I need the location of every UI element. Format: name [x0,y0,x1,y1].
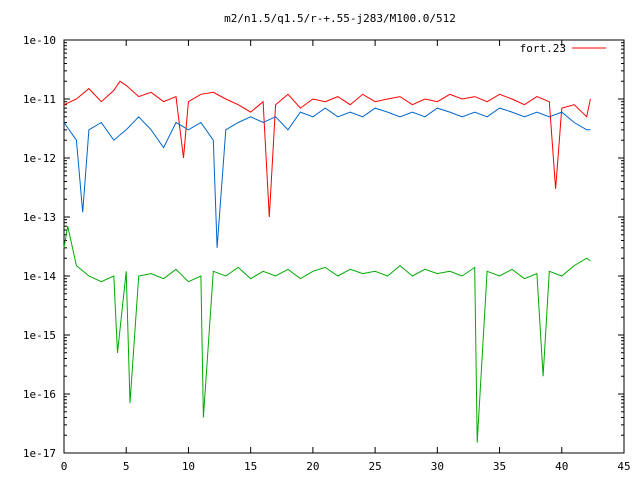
x-tick-label: 15 [244,460,257,473]
legend-label-fort23: fort.23 [520,42,566,55]
y-tick-label: 1e-16 [23,388,56,401]
x-tick-label: 40 [555,460,568,473]
y-tick-label: 1e-10 [23,34,56,47]
x-tick-label: 10 [182,460,195,473]
y-tick-label: 1e-15 [23,329,56,342]
x-tick-label: 35 [493,460,506,473]
x-tick-label: 5 [123,460,130,473]
series-group [63,80,591,443]
y-tick-label: 1e-14 [23,270,56,283]
x-tick-label: 20 [306,460,319,473]
y-tick-label: 1e-13 [23,211,56,224]
y-tick-label: 1e-11 [23,93,56,106]
series-line-fort23 [63,80,591,218]
x-tick-label: 0 [61,460,68,473]
axis-ticks: 0 5 10 15 20 25 30 35 40 45 1e-17 1e-16 1e-15 1e-14 1e… [23,34,631,473]
x-tick-label: 25 [368,460,381,473]
x-tick-label: 30 [431,460,444,473]
series-line-green [63,225,591,443]
y-tick-label: 1e-12 [23,152,56,165]
legend: fort.23 [520,42,606,55]
chart-title: m2/n1.5/q1.5/r-+.55-j283/M100.0/512 [224,12,456,25]
series-line-blue [63,107,591,248]
x-tick-label: 45 [617,460,630,473]
y-tick-label: 1e-17 [23,447,56,460]
